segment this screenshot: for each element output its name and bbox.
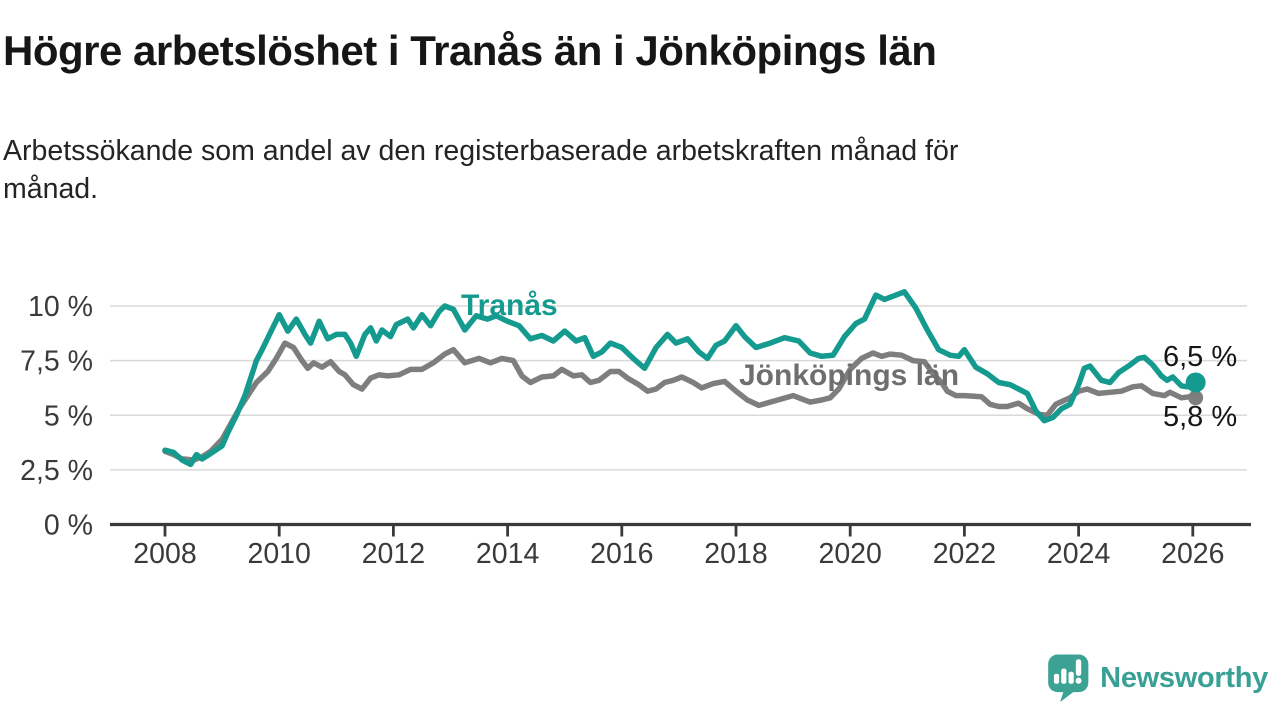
x-tick-label: 2018 bbox=[704, 538, 767, 570]
newsworthy-bars-exclamation-icon bbox=[1048, 654, 1089, 702]
y-tick-label: 2,5 % bbox=[20, 455, 93, 487]
chart-subtitle: Arbetssökande som andel av den registerb… bbox=[3, 135, 959, 205]
x-tick-label: 2024 bbox=[1047, 538, 1111, 570]
x-tick-label: 2022 bbox=[933, 538, 996, 570]
x-tick-label: 2016 bbox=[590, 538, 653, 570]
y-tick-label: 10 % bbox=[28, 291, 93, 323]
y-tick-label: 5 % bbox=[44, 400, 93, 432]
series-label-tranas: Tranås bbox=[461, 289, 558, 322]
x-tick-label: 2012 bbox=[362, 538, 425, 570]
end-dot-jonkopings-lan bbox=[1188, 390, 1204, 406]
end-value-label-tranas: 6,5 % bbox=[1163, 341, 1238, 373]
y-tick-label: 7,5 % bbox=[20, 346, 93, 378]
end-dot-tranas bbox=[1185, 372, 1206, 393]
x-tick-label: 2026 bbox=[1161, 538, 1224, 570]
page-title: Högre arbetslöshet i Tranås än i Jönköpi… bbox=[3, 27, 937, 74]
x-tick-label: 2008 bbox=[133, 538, 196, 570]
newsworthy-logo-text: Newsworthy bbox=[1100, 661, 1268, 694]
end-value-label-jonkopings-lan: 5,8 % bbox=[1163, 401, 1238, 433]
line-jonkopings-lan bbox=[162, 340, 1199, 463]
x-tick-label: 2020 bbox=[818, 538, 881, 570]
x-tick-label: 2010 bbox=[247, 538, 310, 570]
newsworthy-logo: Newsworthy bbox=[1047, 654, 1268, 702]
x-tick-label: 2014 bbox=[476, 538, 540, 570]
y-tick-label: 0 % bbox=[44, 510, 93, 542]
line-tranas bbox=[162, 289, 1199, 468]
series-label-jonkopings-lan: Jönköpings län bbox=[739, 359, 960, 392]
